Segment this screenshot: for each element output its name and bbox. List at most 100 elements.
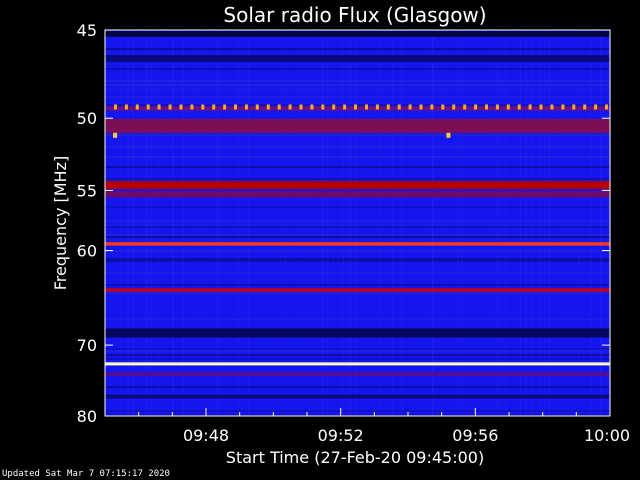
dot-marker <box>179 104 183 110</box>
noise-stripe <box>105 224 610 226</box>
x-tick-label: 09:48 <box>183 426 229 445</box>
noise-streak <box>147 30 149 416</box>
noise-stripe <box>105 368 610 370</box>
noise-stripe <box>105 358 610 360</box>
noise-streak <box>578 30 580 416</box>
noise-stripe <box>105 206 610 208</box>
noise-stripe <box>105 228 610 230</box>
noise-streak <box>350 30 352 416</box>
noise-streak <box>339 30 341 416</box>
noise-stripe <box>105 156 610 158</box>
noise-stripe <box>105 226 610 228</box>
dot-marker <box>234 104 237 110</box>
x-axis: 09:48 09:52 09:56 10:00 <box>138 408 630 445</box>
noise-stripe <box>105 284 610 286</box>
noise-streak <box>322 30 324 416</box>
dot-marker <box>124 104 128 110</box>
noise-stripe <box>105 258 610 260</box>
noise-streak <box>216 30 218 416</box>
noise-streak <box>157 30 159 416</box>
noise-stripe <box>105 142 610 144</box>
noise-stripe <box>105 80 610 82</box>
noise-streak <box>432 30 434 416</box>
noise-stripe <box>105 202 610 204</box>
noise-streak <box>196 30 198 416</box>
noise-streak <box>497 30 499 416</box>
plot-background <box>105 30 610 416</box>
noise-streak <box>312 30 314 416</box>
noise-stripe <box>105 382 610 384</box>
noise-stripe <box>105 318 610 320</box>
noise-streak <box>531 30 532 416</box>
noise-stripe <box>105 88 610 90</box>
band-46.5 <box>105 54 610 63</box>
dot-marker <box>299 104 303 110</box>
noise-streak <box>237 30 239 416</box>
band-68.5 <box>105 328 610 337</box>
updated-timestamp: Updated Sat Mar 7 07:15:17 2020 <box>2 469 170 479</box>
noise-streak <box>182 30 184 416</box>
spot-event <box>446 132 451 138</box>
dot-marker <box>375 104 379 110</box>
noise-streak <box>127 30 129 416</box>
y-tick-label: 80 <box>77 407 97 426</box>
y-tick-label: 55 <box>77 181 97 200</box>
dot-marker <box>354 104 357 110</box>
plot-frame <box>104 29 611 417</box>
dot-marker <box>288 104 292 110</box>
spot-event <box>113 132 118 138</box>
noise-streak <box>379 30 381 416</box>
dot-marker <box>146 104 150 110</box>
noise-streak <box>355 30 357 416</box>
dot-marker <box>168 104 172 110</box>
dot-marker <box>397 104 401 110</box>
noise-stripe <box>105 134 610 136</box>
dot-marker <box>561 104 565 110</box>
noise-stripe <box>105 44 610 46</box>
noise-streak <box>145 30 146 416</box>
dot-marker <box>386 104 390 110</box>
noise-stripe <box>105 386 610 388</box>
dot-marker <box>190 104 194 110</box>
y-tick-label: 70 <box>77 336 97 355</box>
dot-marker <box>277 104 281 110</box>
noise-streak <box>432 30 434 416</box>
noise-stripe <box>105 112 610 114</box>
band-54.6 <box>105 181 610 190</box>
noise-streak <box>132 30 134 416</box>
y-tick-label: 45 <box>77 21 97 40</box>
noise-streak <box>151 30 153 416</box>
noise-stripe <box>105 250 610 252</box>
noise-streak <box>236 30 238 416</box>
dot-marker <box>474 104 478 110</box>
noise-stripe <box>105 234 610 236</box>
noise-streak <box>348 30 350 416</box>
noise-streak <box>600 30 602 416</box>
noise-streak <box>173 30 175 416</box>
noise-stripe <box>105 260 610 262</box>
noise-streak <box>308 30 310 416</box>
noise-streak <box>435 30 437 416</box>
x-tick-label: 09:52 <box>318 426 364 445</box>
noise-stripe <box>105 222 610 224</box>
dot-marker <box>310 104 314 110</box>
dot-marker <box>485 104 488 110</box>
y-axis-label: Frequency [MHz] <box>51 156 70 290</box>
noise-stripe <box>105 84 610 86</box>
chart-title: Solar radio Flux (Glasgow) <box>223 3 486 27</box>
noise-stripe <box>105 410 610 412</box>
noise-stripe <box>105 414 610 416</box>
dot-marker <box>495 104 499 110</box>
noise-stripe <box>105 246 610 248</box>
dot-marker <box>572 104 576 110</box>
noise-stripe <box>105 166 610 168</box>
noise-stripe <box>105 220 610 222</box>
noise-stripe <box>105 178 610 180</box>
dot-marker <box>583 104 587 110</box>
noise-stripe <box>105 292 610 294</box>
dot-marker <box>255 104 259 110</box>
dot-marker <box>201 104 205 110</box>
dot-marker <box>419 104 423 110</box>
y-tick-label: 60 <box>77 242 97 261</box>
noise-stripe <box>105 272 610 274</box>
